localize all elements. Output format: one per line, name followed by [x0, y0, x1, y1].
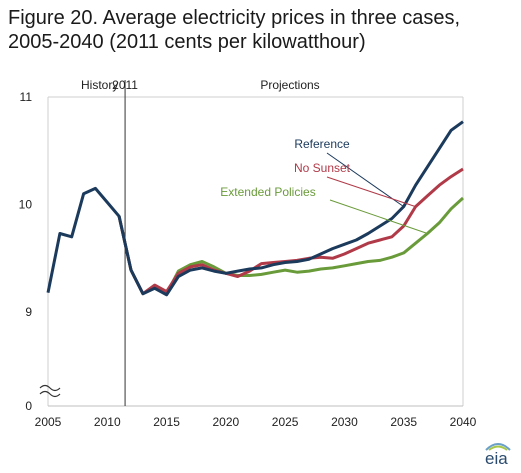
y-tick-label: 0 — [25, 399, 32, 413]
x-tick-label: 2025 — [272, 415, 299, 429]
x-tick-label: 2030 — [331, 415, 358, 429]
series-label-reference: Reference — [294, 137, 350, 151]
x-tick-label: 2005 — [35, 415, 62, 429]
chart-title-line-1: Figure 20. Average electricity prices in… — [8, 7, 461, 29]
x-tick-label: 2035 — [390, 415, 417, 429]
axis-break-icon — [39, 384, 61, 398]
chart-title: Figure 20. Average electricity prices in… — [8, 6, 513, 54]
eia-logo-mark: eia — [485, 443, 511, 468]
series-label-no-sunset: No Sunset — [294, 161, 351, 175]
series-line-reference — [46, 120, 464, 297]
series-label-extended-policies: Extended Policies — [220, 185, 315, 199]
history-label: History — [81, 78, 118, 92]
y-tick-label: 9 — [25, 305, 32, 319]
y-tick-label: 11 — [20, 90, 33, 104]
chart-title-line-2: 2005-2040 (2011 cents per kilowatthour) — [8, 31, 366, 53]
series-leader-line — [326, 152, 405, 208]
eia-logo-text: eia — [485, 449, 508, 468]
eia-logo: eia — [480, 440, 516, 468]
series-leader-line — [329, 199, 428, 234]
y-tick-label: 10 — [19, 198, 33, 212]
x-tick-label: 2040 — [450, 415, 477, 429]
divider-year-label: 2011 — [112, 78, 138, 92]
x-tick-label: 2020 — [213, 415, 240, 429]
series-leader-line — [326, 176, 416, 208]
x-tick-label: 2015 — [153, 415, 180, 429]
projections-label: Projections — [260, 78, 319, 92]
x-tick-label: 2010 — [94, 415, 121, 429]
